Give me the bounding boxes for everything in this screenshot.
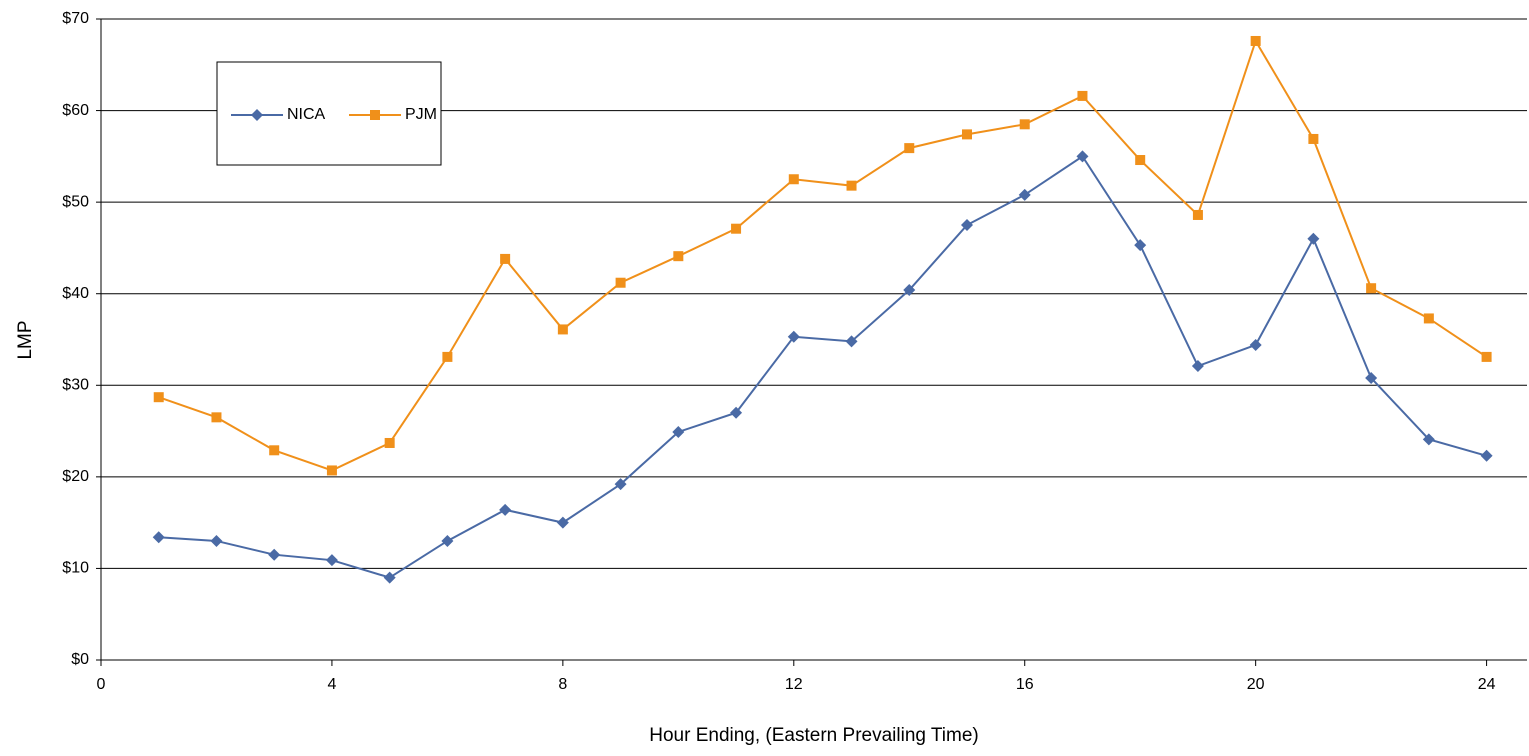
marker [557, 324, 568, 335]
marker [1019, 119, 1030, 130]
marker [903, 284, 916, 297]
x-axis-label: Hour Ending, (Eastern Prevailing Time) [649, 725, 978, 746]
x-tick-label: 12 [785, 676, 803, 693]
marker [1192, 209, 1203, 220]
marker [211, 412, 222, 423]
marker [846, 180, 857, 191]
marker [500, 253, 511, 264]
marker [1307, 232, 1320, 245]
marker [325, 554, 338, 567]
marker [153, 392, 164, 403]
y-tick-label: $70 [62, 10, 89, 27]
marker [730, 406, 743, 419]
marker [1480, 449, 1493, 462]
marker [1135, 155, 1146, 166]
marker [845, 335, 858, 348]
x-tick-label: 8 [558, 676, 567, 693]
y-axis-label: LMP [15, 320, 36, 359]
marker [326, 465, 337, 476]
marker [615, 277, 626, 288]
y-tick-label: $10 [62, 560, 89, 577]
marker [1308, 133, 1319, 144]
marker [384, 437, 395, 448]
x-tick-label: 4 [327, 676, 336, 693]
x-tick-label: 0 [97, 676, 106, 693]
marker [210, 534, 223, 547]
marker [556, 516, 569, 529]
series-line [158, 154, 1487, 579]
marker [268, 548, 281, 561]
marker [1191, 360, 1204, 373]
marker [1366, 283, 1377, 294]
marker [673, 251, 684, 262]
marker [787, 330, 800, 343]
marker [499, 503, 512, 516]
marker [383, 571, 396, 584]
marker [1077, 90, 1088, 101]
marker [1134, 239, 1147, 252]
legend-label: NICA [287, 106, 326, 123]
marker [960, 219, 973, 232]
marker [269, 445, 280, 456]
marker [961, 129, 972, 140]
marker [1018, 188, 1031, 201]
marker [904, 143, 915, 154]
y-tick-label: $50 [62, 193, 89, 210]
marker [1249, 338, 1262, 351]
y-tick-label: $40 [62, 285, 89, 302]
marker [1076, 150, 1089, 163]
marker [731, 223, 742, 234]
series-line [158, 38, 1488, 472]
x-tick-label: 20 [1247, 676, 1265, 693]
marker [370, 110, 380, 120]
marker [1423, 313, 1434, 324]
marker [1365, 371, 1378, 384]
marker [1481, 351, 1492, 362]
marker [442, 351, 453, 362]
marker [1422, 433, 1435, 446]
x-tick-label: 16 [1016, 676, 1034, 693]
marker [251, 109, 263, 121]
x-tick-label: 24 [1478, 676, 1496, 693]
marker [788, 174, 799, 185]
marker [672, 425, 685, 438]
y-tick-label: $60 [62, 102, 89, 119]
y-tick-label: $30 [62, 377, 89, 394]
marker [614, 478, 627, 491]
marker [441, 534, 454, 547]
marker [1250, 35, 1261, 46]
marker [152, 531, 165, 544]
legend-box [216, 61, 442, 166]
legend-label: PJM [405, 106, 437, 123]
y-tick-label: $20 [62, 468, 89, 485]
y-tick-label: $0 [71, 651, 89, 668]
